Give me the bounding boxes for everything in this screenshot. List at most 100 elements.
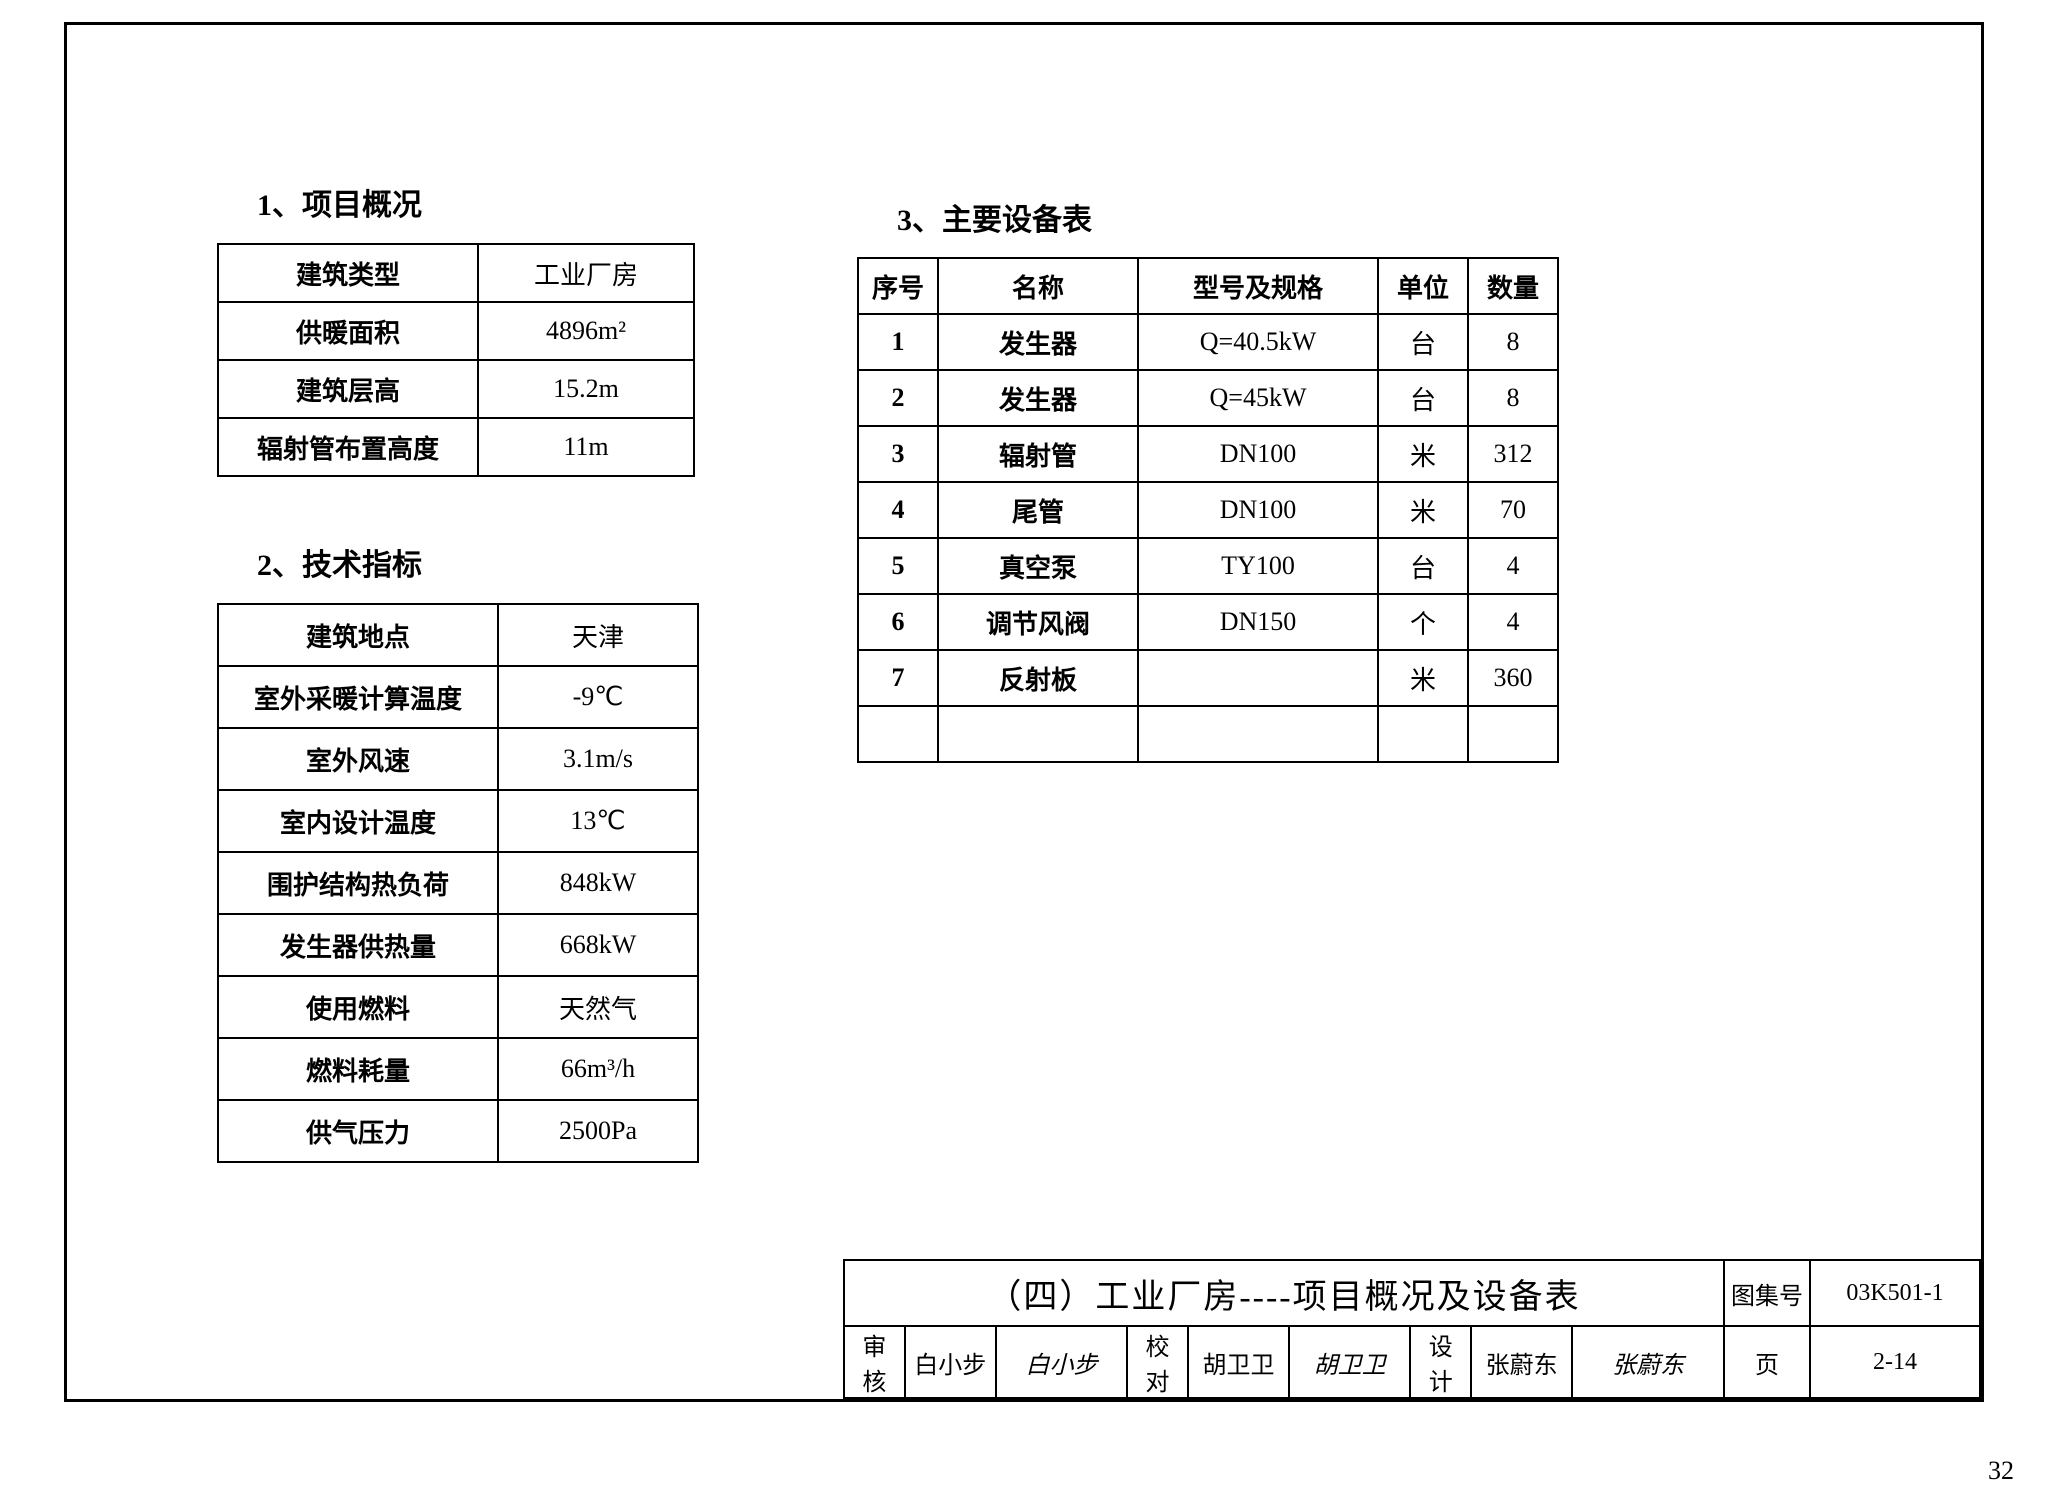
row-label: 室内设计温度 — [218, 790, 498, 852]
row-label: 发生器供热量 — [218, 914, 498, 976]
cell-seq: 3 — [858, 426, 938, 482]
cell-seq: 7 — [858, 650, 938, 706]
cell-name: 调节风阀 — [938, 594, 1138, 650]
shenhe-name: 白小步 — [905, 1326, 996, 1398]
equipment-table: 序号名称型号及规格单位数量 1发生器Q=40.5kW台82发生器Q=45kW台8… — [857, 257, 1559, 763]
cell-name: 辐射管 — [938, 426, 1138, 482]
sheet-title: （四）工业厂房----项目概况及设备表 — [844, 1260, 1724, 1326]
table-row: 燃料耗量66m³/h — [218, 1038, 698, 1100]
cell-spec — [1138, 706, 1378, 762]
cell-qty — [1468, 706, 1558, 762]
jiaodui-label: 校对 — [1127, 1326, 1188, 1398]
jiaodui-name: 胡卫卫 — [1188, 1326, 1289, 1398]
cell-seq: 5 — [858, 538, 938, 594]
cell-qty: 70 — [1468, 482, 1558, 538]
table-row: 2发生器Q=45kW台8 — [858, 370, 1558, 426]
shenhe-signature: 白小步 — [996, 1326, 1127, 1398]
row-label: 室外采暖计算温度 — [218, 666, 498, 728]
cell-qty: 4 — [1468, 594, 1558, 650]
row-label: 供暖面积 — [218, 302, 478, 360]
cell-unit — [1378, 706, 1468, 762]
col-header: 序号 — [858, 258, 938, 314]
ye-value: 2-14 — [1810, 1326, 1980, 1398]
row-label: 燃料耗量 — [218, 1038, 498, 1100]
table-row: 6调节风阀DN150个4 — [858, 594, 1558, 650]
section2-heading: 2、技术指标 — [257, 540, 422, 584]
cell-qty: 360 — [1468, 650, 1558, 706]
row-value: 11m — [478, 418, 694, 476]
row-value: 4896m² — [478, 302, 694, 360]
row-value: 2500Pa — [498, 1100, 698, 1162]
table-row: 室内设计温度13℃ — [218, 790, 698, 852]
cell-qty: 4 — [1468, 538, 1558, 594]
col-header: 名称 — [938, 258, 1138, 314]
technical-index-table: 建筑地点天津室外采暖计算温度-9℃室外风速3.1m/s室内设计温度13℃围护结构… — [217, 603, 699, 1163]
sheji-signature: 张蔚东 — [1572, 1326, 1724, 1398]
table-row: 7反射板 米360 — [858, 650, 1558, 706]
row-value: 天然气 — [498, 976, 698, 1038]
table-row: 3辐射管DN100米312 — [858, 426, 1558, 482]
table-row — [858, 706, 1558, 762]
table-row: 建筑地点天津 — [218, 604, 698, 666]
cell-unit: 台 — [1378, 538, 1468, 594]
cell-spec: Q=45kW — [1138, 370, 1378, 426]
cell-qty: 312 — [1468, 426, 1558, 482]
table-row: 1发生器Q=40.5kW台8 — [858, 314, 1558, 370]
project-overview-table: 建筑类型工业厂房供暖面积4896m²建筑层高15.2m辐射管布置高度11m — [217, 243, 695, 477]
cell-unit: 台 — [1378, 314, 1468, 370]
col-header: 型号及规格 — [1138, 258, 1378, 314]
row-value: 工业厂房 — [478, 244, 694, 302]
cell-qty: 8 — [1468, 370, 1558, 426]
table-row: 发生器供热量668kW — [218, 914, 698, 976]
cell-seq: 2 — [858, 370, 938, 426]
table-row: 4尾管DN100米70 — [858, 482, 1558, 538]
row-label: 室外风速 — [218, 728, 498, 790]
table-row: 使用燃料天然气 — [218, 976, 698, 1038]
table-row: 供气压力2500Pa — [218, 1100, 698, 1162]
cell-unit: 米 — [1378, 482, 1468, 538]
cell-name — [938, 706, 1138, 762]
cell-name: 反射板 — [938, 650, 1138, 706]
ye-label: 页 — [1724, 1326, 1810, 1398]
sheji-name: 张蔚东 — [1471, 1326, 1572, 1398]
page-number: 32 — [1988, 1456, 2014, 1486]
cell-seq — [858, 706, 938, 762]
cell-spec: TY100 — [1138, 538, 1378, 594]
cell-unit: 米 — [1378, 650, 1468, 706]
sheji-label: 设计 — [1410, 1326, 1471, 1398]
row-value: 848kW — [498, 852, 698, 914]
row-value: 13℃ — [498, 790, 698, 852]
title-block: （四）工业厂房----项目概况及设备表 图集号 03K501-1 审核 白小步 … — [843, 1259, 1981, 1399]
cell-spec: DN100 — [1138, 426, 1378, 482]
section1-heading: 1、项目概况 — [257, 180, 422, 224]
col-header: 数量 — [1468, 258, 1558, 314]
cell-unit: 台 — [1378, 370, 1468, 426]
row-value: 天津 — [498, 604, 698, 666]
row-value: -9℃ — [498, 666, 698, 728]
table-row: 5真空泵TY100台4 — [858, 538, 1558, 594]
cell-seq: 4 — [858, 482, 938, 538]
table-row: 辐射管布置高度11m — [218, 418, 694, 476]
table-row: 围护结构热负荷848kW — [218, 852, 698, 914]
row-label: 围护结构热负荷 — [218, 852, 498, 914]
col-header: 单位 — [1378, 258, 1468, 314]
row-label: 建筑地点 — [218, 604, 498, 666]
row-value: 66m³/h — [498, 1038, 698, 1100]
cell-spec — [1138, 650, 1378, 706]
row-label: 使用燃料 — [218, 976, 498, 1038]
cell-name: 发生器 — [938, 314, 1138, 370]
cell-name: 发生器 — [938, 370, 1138, 426]
table-row: 建筑类型工业厂房 — [218, 244, 694, 302]
cell-name: 尾管 — [938, 482, 1138, 538]
cell-seq: 1 — [858, 314, 938, 370]
shenhe-label: 审核 — [844, 1326, 905, 1398]
section3-heading: 3、主要设备表 — [897, 195, 1092, 239]
tuji-label: 图集号 — [1724, 1260, 1810, 1326]
cell-name: 真空泵 — [938, 538, 1138, 594]
table-row: 室外采暖计算温度-9℃ — [218, 666, 698, 728]
table-row: 室外风速3.1m/s — [218, 728, 698, 790]
cell-spec: DN150 — [1138, 594, 1378, 650]
row-label: 建筑层高 — [218, 360, 478, 418]
row-value: 3.1m/s — [498, 728, 698, 790]
row-value: 15.2m — [478, 360, 694, 418]
